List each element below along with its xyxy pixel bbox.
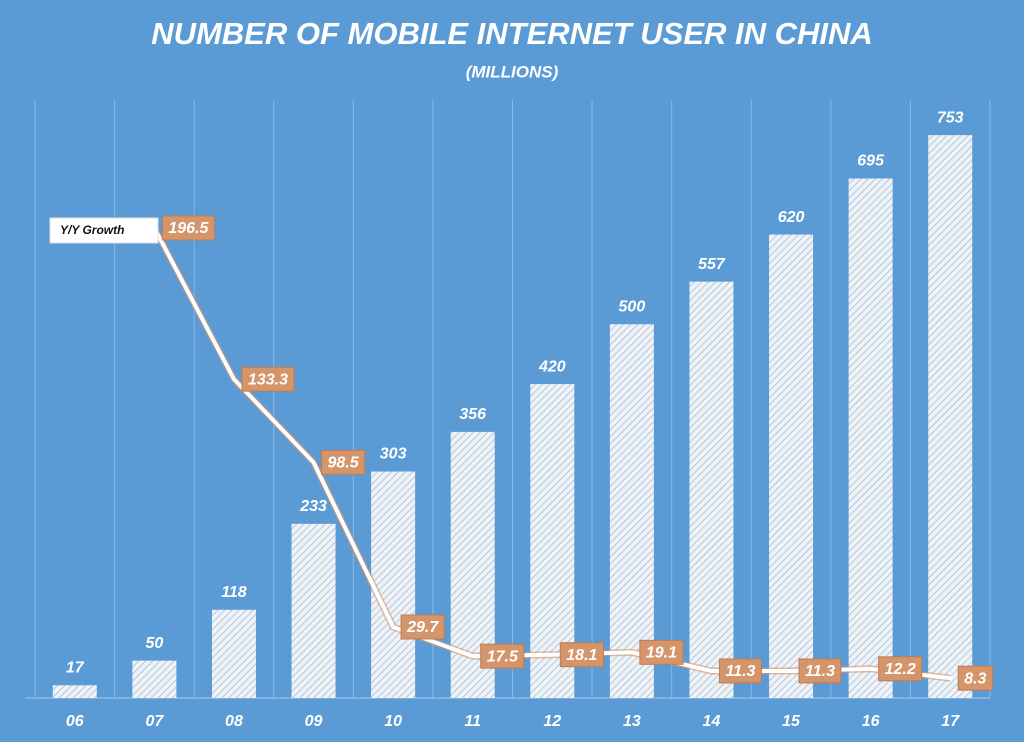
growth-label-box (639, 639, 684, 665)
growth-label: 11.3 (725, 663, 755, 680)
growth-label-box (321, 449, 366, 475)
grid (25, 100, 991, 699)
x-tick-label: 14 (703, 713, 721, 730)
growth-label-box (878, 656, 923, 682)
bar (211, 609, 256, 698)
value-label: 500 (619, 298, 646, 315)
chart-title: NUMBER OF MOBILE INTERNET USER IN CHINA (151, 16, 873, 51)
value-label: 695 (857, 153, 885, 170)
x-tick-label: 11 (464, 713, 481, 730)
growth-label: 133.3 (248, 371, 288, 388)
growth-label-box (718, 658, 762, 684)
growth-label-box (480, 643, 525, 669)
x-tick-label: 06 (66, 713, 84, 730)
value-label: 303 (380, 446, 407, 463)
bar (609, 324, 654, 698)
value-label: 50 (145, 635, 163, 652)
value-label: 356 (459, 406, 486, 423)
growth-label: 18.1 (566, 647, 597, 664)
x-tick-label: 08 (225, 713, 243, 730)
growth-label: 98.5 (328, 455, 360, 472)
growth-label-box (559, 642, 604, 668)
bars: 06 17 07 50 08 118 09 233 10 303 11 356 12 420 13 500 14… (52, 109, 973, 730)
value-label: 17 (66, 660, 85, 677)
bar (769, 234, 814, 699)
value-label: 557 (698, 256, 726, 273)
bar (848, 178, 893, 699)
growth-label: 11.3 (805, 663, 835, 680)
growth-label: 8.3 (964, 670, 986, 687)
bar (132, 660, 177, 698)
x-tick-label: 16 (862, 713, 880, 730)
x-tick-label: 13 (623, 713, 641, 730)
line-layer: 196.5 133.3 98.5 29.7 17.5 18.1 19.1 11.3 11.3 12… (151, 215, 993, 691)
x-tick-label: 09 (305, 713, 323, 730)
value-label: 753 (937, 109, 964, 126)
legend-box (49, 217, 159, 244)
value-label: 118 (221, 584, 247, 601)
legend-label: Y/Y Growth (60, 223, 124, 237)
growth-label-box (400, 614, 445, 640)
bar (371, 471, 416, 698)
value-label: 233 (299, 498, 327, 515)
growth-label-box (798, 658, 842, 684)
growth-label: 12.2 (885, 661, 916, 678)
x-tick-label: 10 (384, 713, 402, 730)
bar (291, 523, 336, 698)
growth-label-box (957, 665, 993, 691)
growth-label: 196.5 (168, 220, 209, 237)
growth-label-box (161, 215, 215, 241)
bar (928, 135, 973, 698)
growth-label-box (241, 366, 295, 392)
x-tick-label: 12 (543, 713, 561, 730)
chart-subtitle: (MILLIONS) (466, 62, 559, 81)
value-label: 420 (538, 358, 566, 375)
x-tick-label: 17 (941, 713, 960, 730)
growth-label: 19.1 (646, 645, 677, 662)
x-tick-label: 07 (145, 713, 164, 730)
value-label: 620 (778, 209, 805, 226)
bar (689, 281, 734, 698)
x-tick-label: 15 (782, 713, 801, 730)
growth-label: 29.7 (406, 619, 439, 636)
growth-label: 17.5 (487, 648, 519, 665)
bar (52, 685, 97, 698)
